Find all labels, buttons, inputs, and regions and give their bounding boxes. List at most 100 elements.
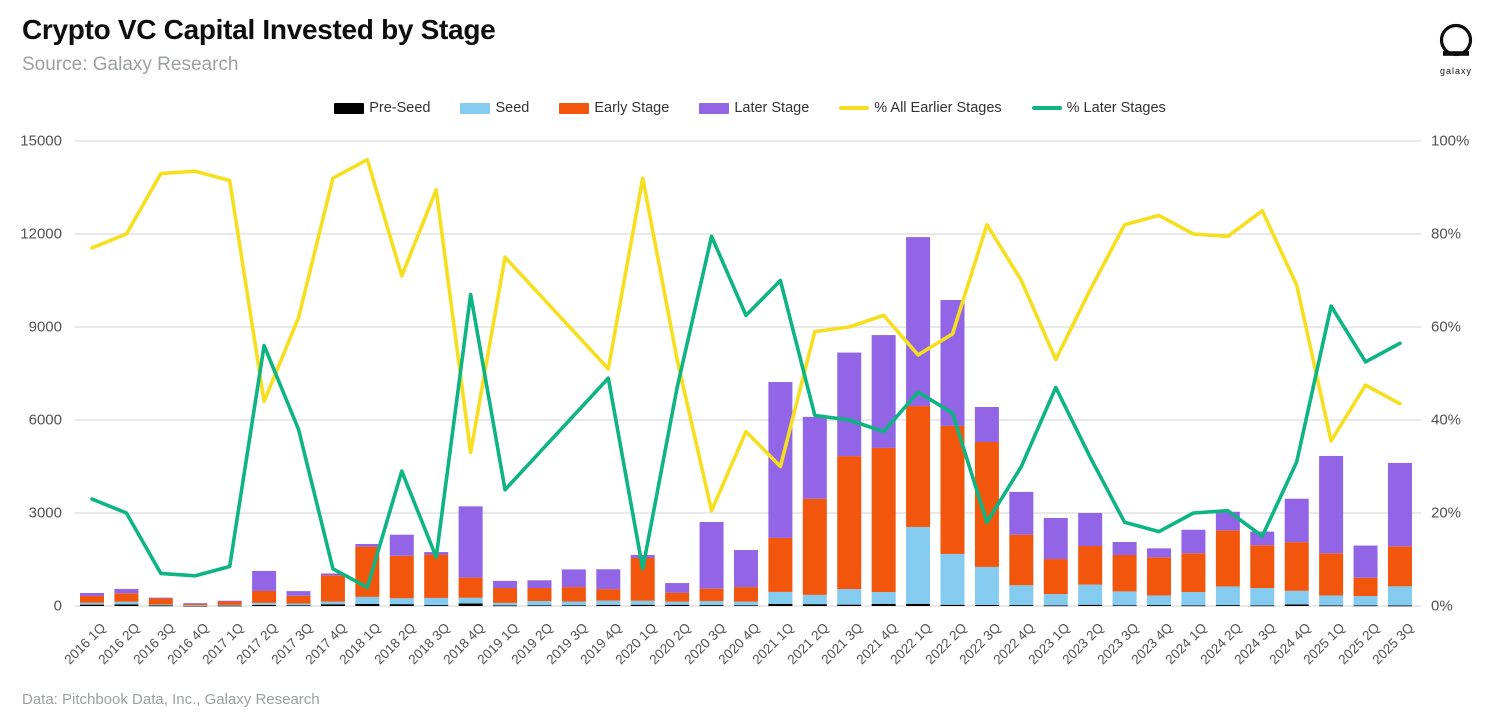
bar-segment-pre-seed-2023-3Q xyxy=(1112,605,1137,607)
bar-segment-pre-seed-2017-1Q xyxy=(217,605,242,607)
bar-segment-pre-seed-2017-2Q xyxy=(252,604,277,606)
bar-segment-seed-2021-1Q xyxy=(768,591,793,604)
bar-segment-seed-2025-3Q xyxy=(1387,586,1412,606)
bar-segment-later-stage-2021-2Q xyxy=(802,416,827,499)
bar-segment-early-stage-2025-2Q xyxy=(1353,577,1378,597)
left-axis-tick: 9000 xyxy=(28,318,62,336)
bar-segment-later-stage-2016-1Q xyxy=(80,592,104,596)
left-axis-tick: 12000 xyxy=(20,225,62,243)
bar-segment-seed-2016-4Q xyxy=(183,605,208,607)
bar-segment-seed-2025-2Q xyxy=(1353,596,1378,606)
bar-segment-pre-seed-2020-4Q xyxy=(733,605,758,607)
bar-segment-later-stage-2017-1Q xyxy=(217,600,242,602)
bar-segment-seed-2020-2Q xyxy=(665,601,690,605)
bar-segment-seed-2020-1Q xyxy=(630,600,655,605)
bar-segment-pre-seed-2018-4Q xyxy=(458,603,483,606)
bar-segment-seed-2022-3Q xyxy=(974,566,999,605)
bar-segment-pre-seed-2022-2Q xyxy=(940,604,965,606)
chart-legend: Pre-Seed Seed Early Stage Later Stage % All … xyxy=(0,100,1500,116)
right-axis-tick: 40% xyxy=(1431,411,1462,429)
line--later-stages xyxy=(90,234,1402,590)
bar-segment-later-stage-2020-4Q xyxy=(733,550,758,588)
bar-segment-early-stage-2019-1Q xyxy=(493,588,518,603)
galaxy-logo-icon xyxy=(1437,22,1475,65)
bar-segment-seed-2022-4Q xyxy=(1009,585,1034,606)
bar-segment-seed-2022-1Q xyxy=(906,526,931,604)
bar-segment-pre-seed-2025-1Q xyxy=(1319,605,1344,607)
bar-segment-pre-seed-2020-3Q xyxy=(699,605,724,606)
bar-segment-seed-2024-2Q xyxy=(1215,586,1240,606)
legend-label: % Later Stages xyxy=(1066,100,1166,116)
right-axis-tick: 0% xyxy=(1431,597,1453,615)
bar-segment-later-stage-2020-3Q xyxy=(699,521,724,589)
legend-label: Early Stage xyxy=(594,100,670,116)
bar-segment-later-stage-2017-3Q xyxy=(286,591,311,596)
bar-segment-seed-2016-1Q xyxy=(80,602,104,605)
bar-segment-pre-seed-2016-4Q xyxy=(183,605,208,607)
left-axis-tick: 3000 xyxy=(28,504,62,522)
bar-segment-seed-2023-1Q xyxy=(1043,594,1068,606)
bar-segment-seed-2024-4Q xyxy=(1284,590,1309,605)
bar-segment-pre-seed-2024-4Q xyxy=(1284,604,1309,606)
bar-segment-later-stage-2022-1Q xyxy=(906,237,931,407)
bar-segment-pre-seed-2021-4Q xyxy=(871,603,896,606)
bar-segment-pre-seed-2021-3Q xyxy=(837,604,862,606)
bar-segment-seed-2023-3Q xyxy=(1112,591,1137,606)
bar-segment-early-stage-2022-3Q xyxy=(974,442,999,567)
bar-segment-later-stage-2024-1Q xyxy=(1181,529,1206,554)
bar-segment-seed-2022-2Q xyxy=(940,553,965,605)
bar-segment-pre-seed-2020-1Q xyxy=(630,604,655,606)
bar-segment-pre-seed-2025-3Q xyxy=(1387,605,1412,607)
bar-segment-early-stage-2020-4Q xyxy=(733,587,758,602)
right-axis-tick: 100% xyxy=(1431,132,1470,150)
bar-segment-pre-seed-2023-4Q xyxy=(1147,605,1172,606)
bar-segment-seed-2021-3Q xyxy=(837,589,862,605)
bar-segment-early-stage-2021-3Q xyxy=(837,456,862,590)
bar-segment-pre-seed-2016-2Q xyxy=(114,604,139,606)
bar-segment-seed-2018-3Q xyxy=(424,597,449,606)
bar-segment-later-stage-2016-3Q xyxy=(148,597,173,599)
legend-swatch-icon xyxy=(1031,106,1062,110)
right-axis-tick: 60% xyxy=(1431,318,1462,336)
bar-segment-early-stage-2022-2Q xyxy=(940,425,965,554)
bar-segment-pre-seed-2019-4Q xyxy=(596,604,621,606)
bar-segment-early-stage-2016-4Q xyxy=(183,603,208,606)
bar-segment-later-stage-2016-4Q xyxy=(183,603,208,605)
bar-segment-later-stage-2018-1Q xyxy=(355,544,380,547)
bar-segment-seed-2023-4Q xyxy=(1147,595,1172,606)
bar-segment-seed-2025-1Q xyxy=(1319,595,1344,606)
legend-label: Later Stage xyxy=(734,100,810,116)
right-axis-tick: 80% xyxy=(1431,225,1462,243)
bar-segment-seed-2018-2Q xyxy=(389,598,414,605)
bar-segment-pre-seed-2020-2Q xyxy=(665,604,690,606)
page-title: Crypto VC Capital Invested by Stage xyxy=(22,14,496,45)
bar-segment-seed-2021-2Q xyxy=(802,594,827,605)
bar-segment-seed-2018-1Q xyxy=(355,596,380,604)
bar-segment-early-stage-2024-1Q xyxy=(1181,553,1206,593)
bar-segment-early-stage-2025-1Q xyxy=(1319,553,1344,596)
bar-segment-pre-seed-2022-3Q xyxy=(974,604,999,606)
left-axis-tick: 6000 xyxy=(28,411,62,429)
bar-segment-early-stage-2021-4Q xyxy=(871,447,896,593)
bar-segment-later-stage-2024-3Q xyxy=(1250,531,1275,546)
bar-segment-pre-seed-2023-1Q xyxy=(1043,605,1068,607)
bar-segment-later-stage-2024-4Q xyxy=(1284,498,1309,543)
galaxy-logo-wordmark: galaxy xyxy=(1439,66,1472,76)
bar-segment-pre-seed-2024-1Q xyxy=(1181,605,1206,607)
bar-segment-early-stage-2021-2Q xyxy=(802,498,827,595)
bar-segment-later-stage-2019-1Q xyxy=(493,580,518,589)
bar-segment-early-stage-2024-3Q xyxy=(1250,545,1275,589)
bar-segment-seed-2019-3Q xyxy=(561,601,586,606)
bar-segment-pre-seed-2022-4Q xyxy=(1009,605,1034,606)
bar-segment-pre-seed-2025-2Q xyxy=(1353,605,1378,607)
bar-segment-later-stage-2022-2Q xyxy=(940,300,965,426)
bar-segment-later-stage-2017-4Q xyxy=(320,573,345,576)
bar-segment-seed-2016-2Q xyxy=(114,601,139,605)
bar-segment-pre-seed-2016-3Q xyxy=(148,605,173,607)
bar-segment-early-stage-2020-3Q xyxy=(699,588,724,602)
left-axis-tick: 0 xyxy=(53,597,62,615)
bar-segment-seed-2017-3Q xyxy=(286,603,311,606)
legend-label: Pre-Seed xyxy=(369,100,431,116)
legend-swatch-icon xyxy=(334,102,365,114)
